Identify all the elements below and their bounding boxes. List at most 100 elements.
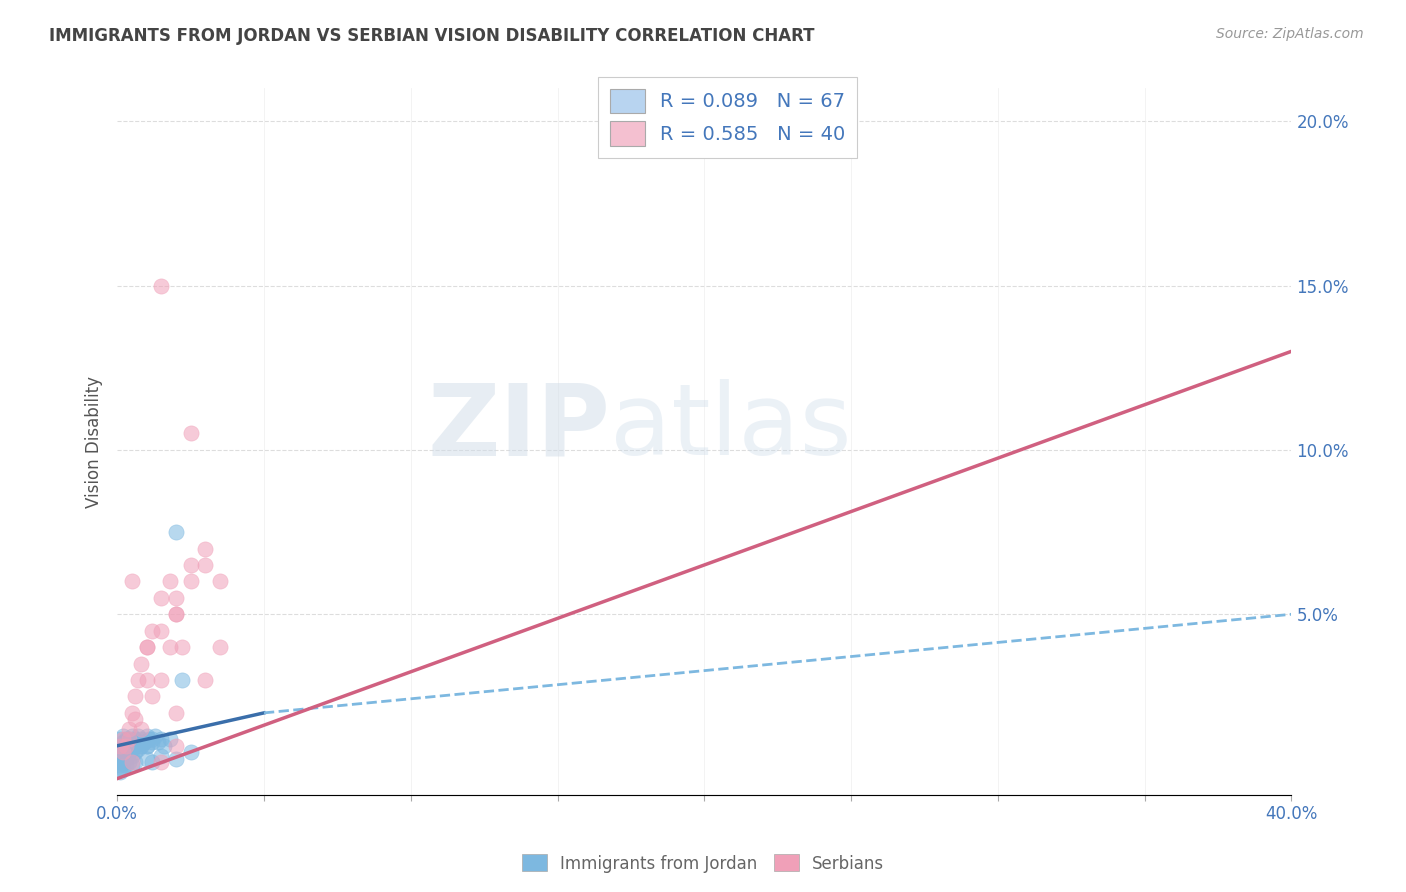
Point [115, 758, 138, 772]
Point [118, 739, 141, 753]
Point [194, 541, 217, 556]
Point [132, 735, 155, 749]
Point [115, 742, 138, 756]
Legend: Immigrants from Jordan, Serbians: Immigrants from Jordan, Serbians [515, 847, 891, 880]
Point [129, 723, 152, 737]
Point [135, 739, 157, 753]
Point [129, 657, 152, 671]
Point [108, 748, 131, 763]
Point [107, 739, 129, 753]
Point [124, 713, 146, 727]
Point [124, 732, 146, 747]
Point [159, 574, 181, 589]
Point [115, 732, 138, 747]
Point [180, 574, 202, 589]
Point [143, 729, 166, 743]
Point [129, 739, 152, 753]
Point [121, 729, 143, 743]
Point [180, 558, 202, 572]
Point [135, 752, 157, 766]
Point [165, 706, 187, 720]
Point [153, 739, 176, 753]
Point [118, 745, 141, 759]
Point [150, 673, 173, 687]
Point [121, 755, 143, 769]
Point [129, 732, 152, 747]
Point [112, 752, 135, 766]
Y-axis label: Vision Disability: Vision Disability [86, 376, 103, 508]
Point [150, 748, 173, 763]
Point [107, 762, 129, 776]
Point [165, 607, 187, 622]
Point [124, 745, 146, 759]
Point [107, 755, 129, 769]
Point [165, 752, 187, 766]
Point [124, 755, 146, 769]
Point [127, 673, 149, 687]
Point [138, 732, 160, 747]
Point [112, 729, 135, 743]
Point [115, 748, 138, 763]
Point [112, 745, 135, 759]
Point [150, 278, 173, 293]
Point [108, 745, 131, 759]
Point [165, 525, 187, 540]
Point [129, 739, 152, 753]
Point [118, 755, 141, 769]
Point [124, 690, 146, 704]
Point [135, 673, 157, 687]
Point [148, 735, 170, 749]
Point [112, 762, 135, 776]
Point [115, 739, 138, 753]
Point [108, 758, 131, 772]
Point [159, 732, 181, 747]
Point [121, 574, 143, 589]
Point [118, 732, 141, 747]
Point [108, 739, 131, 753]
Point [112, 732, 135, 747]
Point [150, 732, 173, 747]
Point [121, 735, 143, 749]
Point [194, 558, 217, 572]
Point [110, 739, 132, 753]
Point [141, 735, 163, 749]
Point [135, 640, 157, 654]
Point [132, 735, 155, 749]
Point [112, 742, 135, 756]
Point [141, 755, 163, 769]
Point [135, 640, 157, 654]
Point [127, 742, 149, 756]
Point [135, 739, 157, 753]
Point [127, 729, 149, 743]
Point [180, 426, 202, 441]
Point [118, 723, 141, 737]
Point [208, 640, 231, 654]
Point [150, 755, 173, 769]
Text: IMMIGRANTS FROM JORDAN VS SERBIAN VISION DISABILITY CORRELATION CHART: IMMIGRANTS FROM JORDAN VS SERBIAN VISION… [49, 27, 814, 45]
Point [112, 755, 135, 769]
Point [141, 690, 163, 704]
Point [115, 735, 138, 749]
Point [121, 742, 143, 756]
Point [118, 745, 141, 759]
Point [159, 640, 181, 654]
Point [135, 729, 157, 743]
Point [165, 591, 187, 605]
Point [108, 732, 131, 747]
Point [141, 732, 163, 747]
Point [118, 739, 141, 753]
Point [115, 752, 138, 766]
Point [180, 745, 202, 759]
Text: atlas: atlas [610, 379, 852, 476]
Point [194, 673, 217, 687]
Point [150, 624, 173, 638]
Legend: R = 0.089   N = 67, R = 0.585   N = 40: R = 0.089 N = 67, R = 0.585 N = 40 [598, 77, 858, 158]
Point [121, 758, 143, 772]
Point [127, 735, 149, 749]
Point [115, 739, 138, 753]
Point [112, 745, 135, 759]
Point [118, 732, 141, 747]
Point [115, 742, 138, 756]
Point [170, 673, 193, 687]
Text: Source: ZipAtlas.com: Source: ZipAtlas.com [1216, 27, 1364, 41]
